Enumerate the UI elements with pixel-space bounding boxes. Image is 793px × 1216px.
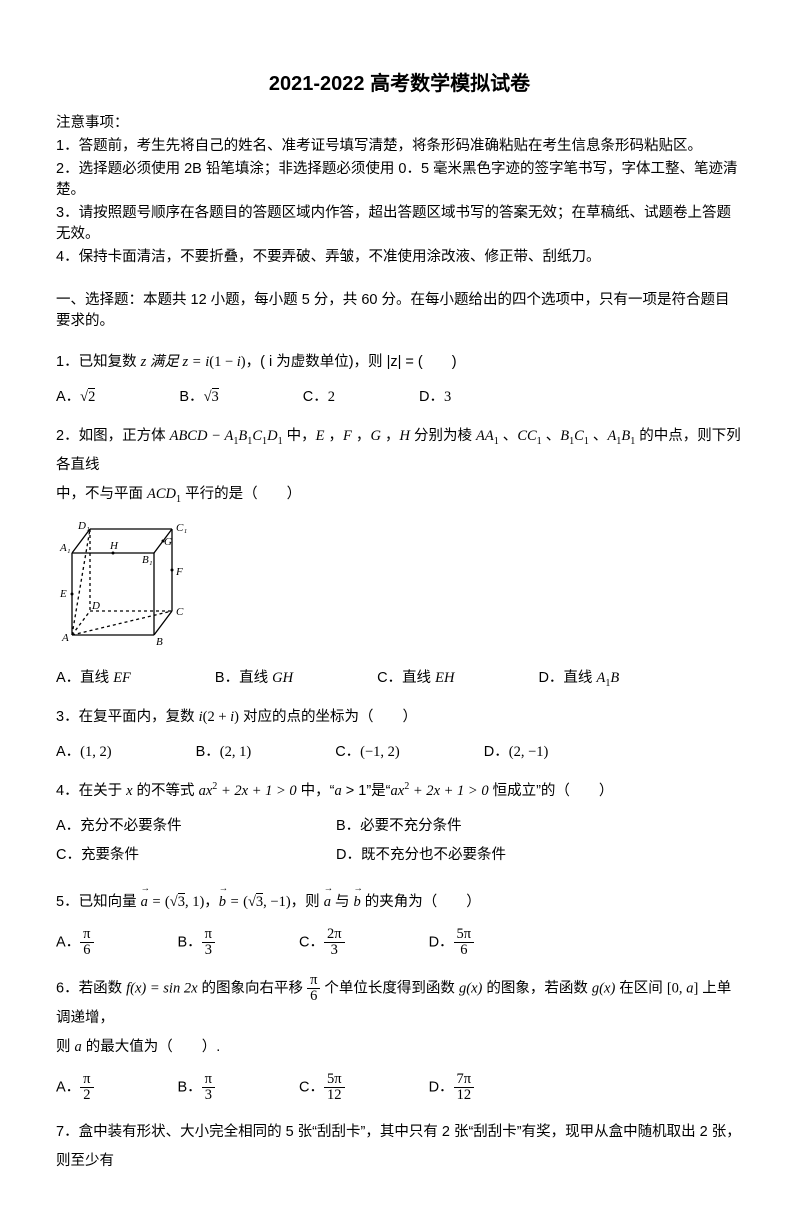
- q3-option-d: D．(2, −1): [484, 742, 549, 763]
- q2-option-c: C．直线 EH: [377, 668, 454, 689]
- q1-option-d: D．3: [419, 387, 451, 408]
- q1-option-c: C．2: [303, 387, 335, 408]
- q4-option-b: B．必要不充分条件: [336, 816, 616, 837]
- q5-option-b: B．π3: [178, 927, 216, 958]
- q1-stem-post: ，( i 为虚数单位)，则 |z| = ( ): [246, 354, 457, 370]
- q3-options: A．(1, 2) B．(2, 1) C．(−1, 2) D．(2, −1): [56, 742, 743, 763]
- svg-text:A: A: [61, 632, 69, 644]
- instruction-line: 3．请按照题号顺序在各题目的答题区域内作答，超出答题区域书写的答案无效；在草稿纸…: [56, 203, 743, 245]
- q2-option-b: B．直线 GH: [215, 668, 293, 689]
- q3-option-b: B．(2, 1): [196, 742, 252, 763]
- q4-option-a: A．充分不必要条件: [56, 816, 336, 837]
- q2-options: A．直线 EF B．直线 GH C．直线 EH D．直线 A1B: [56, 668, 743, 689]
- q6-option-c: C．5π12: [299, 1072, 345, 1103]
- section-heading: 一、选择题：本题共 12 小题，每小题 5 分，共 60 分。在每小题给出的四个…: [56, 290, 743, 332]
- question-2: 2．如图，正方体 ABCD − A1B1C1D1 中，E ，F ，G ，H 分别…: [56, 422, 743, 509]
- svg-text:H: H: [109, 540, 119, 552]
- q2-option-d: D．直线 A1B: [538, 668, 619, 689]
- q6-option-d: D．7π12: [429, 1072, 475, 1103]
- question-3: 3．在复平面内，复数 i(2 + i) 对应的点的坐标为（ ）: [56, 703, 743, 732]
- question-7: 7．盒中装有形状、大小完全相同的 5 张“刮刮卡”，其中只有 2 张“刮刮卡”有…: [56, 1118, 743, 1176]
- svg-text:D₁: D₁: [77, 520, 90, 532]
- svg-text:A₁: A₁: [59, 542, 71, 554]
- instruction-line: 2．选择题必须使用 2B 铅笔填涂；非选择题必须使用 0．5 毫米黑色字迹的签字…: [56, 159, 743, 201]
- q4-options: A．充分不必要条件 B．必要不充分条件 C．充要条件 D．既不充分也不必要条件: [56, 816, 743, 874]
- q5-option-a: A．π6: [56, 927, 94, 958]
- svg-text:B: B: [156, 636, 163, 648]
- question-4: 4．在关于 x 的不等式 ax2 + 2x + 1 > 0 中，“a > 1”是…: [56, 777, 743, 806]
- q4-option-d: D．既不充分也不必要条件: [336, 845, 616, 866]
- q1-math: z 满足 z = i(1 − i): [141, 354, 246, 370]
- q1-options: A．√2 B．√3 C．2 D．3: [56, 387, 743, 408]
- q6-option-a: A．π2: [56, 1072, 94, 1103]
- page-title: 2021-2022 高考数学模拟试卷: [56, 70, 743, 99]
- instruction-line: 1．答题前，考生先将自己的姓名、准考证号填写清楚，将条形码准确粘贴在考生信息条形…: [56, 136, 743, 157]
- instructions-heading: 注意事项：: [56, 113, 743, 134]
- q3-option-a: A．(1, 2): [56, 742, 112, 763]
- q1-stem-pre: 1．已知复数: [56, 354, 141, 370]
- svg-text:C₁: C₁: [176, 522, 187, 534]
- svg-text:F: F: [175, 566, 183, 578]
- q3-option-c: C．(−1, 2): [335, 742, 400, 763]
- question-1: 1．已知复数 z 满足 z = i(1 − i)，( i 为虚数单位)，则 |z…: [56, 348, 743, 377]
- q6-options: A．π2 B．π3 C．5π12 D．7π12: [56, 1072, 743, 1103]
- svg-text:D: D: [91, 600, 100, 612]
- svg-text:G: G: [164, 536, 172, 548]
- q2-option-a: A．直线 EF: [56, 668, 131, 689]
- question-6: 6．若函数 f(x) = sin 2x 的图象向右平移 π6 个单位长度得到函数…: [56, 973, 743, 1062]
- q5-option-c: C．2π3: [299, 927, 345, 958]
- cube-figure: A B C D A₁ B₁ C₁ D₁ E F G H: [56, 519, 743, 658]
- q5-option-d: D．5π6: [429, 927, 475, 958]
- q4-option-c: C．充要条件: [56, 845, 336, 866]
- q5-options: A．π6 B．π3 C．2π3 D．5π6: [56, 927, 743, 958]
- svg-text:E: E: [59, 588, 67, 600]
- question-5: 5．已知向量 a = (√3, 1)，b = (√3, −1)，则 a 与 b …: [56, 888, 743, 917]
- exam-page: 2021-2022 高考数学模拟试卷 注意事项： 1．答题前，考生先将自己的姓名…: [0, 0, 793, 1216]
- cube-svg: A B C D A₁ B₁ C₁ D₁ E F G H: [56, 519, 196, 651]
- instruction-line: 4．保持卡面清洁，不要折叠，不要弄破、弄皱，不准使用涂改液、修正带、刮纸刀。: [56, 247, 743, 268]
- svg-text:C: C: [176, 606, 184, 618]
- q1-option-a: A．√2: [56, 387, 95, 408]
- q1-option-b: B．√3: [179, 387, 218, 408]
- svg-text:B₁: B₁: [142, 554, 153, 566]
- q6-option-b: B．π3: [178, 1072, 216, 1103]
